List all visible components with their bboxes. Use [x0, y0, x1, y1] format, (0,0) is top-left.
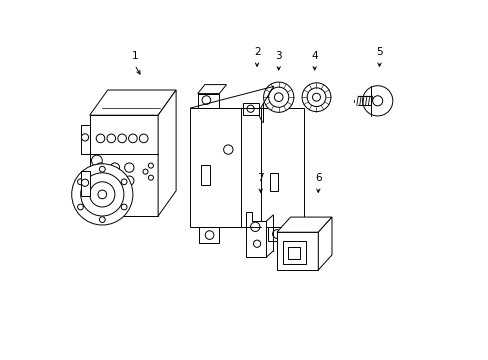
- Circle shape: [274, 93, 283, 102]
- Text: 1: 1: [131, 51, 138, 61]
- Circle shape: [202, 96, 210, 104]
- Circle shape: [96, 134, 104, 143]
- Circle shape: [362, 86, 392, 116]
- Text: 6: 6: [314, 173, 321, 183]
- Bar: [190, 108, 241, 227]
- Circle shape: [96, 163, 105, 172]
- Circle shape: [81, 134, 88, 141]
- Circle shape: [99, 166, 105, 172]
- Circle shape: [96, 176, 105, 185]
- Circle shape: [89, 182, 115, 207]
- Circle shape: [121, 204, 127, 210]
- Bar: [283, 241, 305, 264]
- Circle shape: [124, 176, 134, 185]
- Polygon shape: [81, 125, 89, 153]
- Circle shape: [78, 204, 83, 210]
- Text: 7: 7: [257, 173, 264, 183]
- Polygon shape: [89, 90, 176, 115]
- Circle shape: [268, 87, 288, 107]
- Circle shape: [272, 230, 281, 238]
- Bar: [89, 115, 158, 216]
- Bar: [267, 227, 285, 241]
- Circle shape: [139, 134, 148, 143]
- Circle shape: [72, 164, 133, 225]
- Circle shape: [91, 155, 102, 166]
- Circle shape: [263, 82, 293, 112]
- Circle shape: [246, 105, 254, 112]
- Bar: [197, 94, 219, 108]
- Polygon shape: [246, 212, 265, 257]
- Bar: [276, 232, 318, 270]
- Circle shape: [92, 169, 101, 178]
- Circle shape: [107, 134, 115, 143]
- Circle shape: [121, 179, 127, 185]
- Circle shape: [98, 190, 106, 199]
- Circle shape: [78, 179, 83, 185]
- Bar: [201, 166, 210, 185]
- Circle shape: [128, 134, 137, 143]
- Circle shape: [142, 169, 148, 174]
- Circle shape: [148, 163, 153, 168]
- Bar: [287, 247, 300, 259]
- Circle shape: [250, 222, 260, 231]
- Text: 4: 4: [311, 51, 317, 61]
- Bar: [199, 227, 219, 243]
- Circle shape: [312, 93, 320, 101]
- Circle shape: [81, 173, 123, 216]
- Polygon shape: [81, 171, 89, 196]
- Bar: [242, 103, 258, 115]
- Polygon shape: [276, 217, 331, 232]
- Text: 2: 2: [253, 47, 260, 57]
- Circle shape: [99, 217, 105, 222]
- Circle shape: [223, 145, 232, 154]
- Circle shape: [372, 96, 382, 106]
- Circle shape: [93, 182, 101, 189]
- Text: 5: 5: [375, 47, 382, 57]
- Circle shape: [110, 163, 120, 172]
- Circle shape: [253, 240, 260, 247]
- Bar: [260, 108, 303, 227]
- Polygon shape: [158, 90, 176, 216]
- Circle shape: [302, 83, 330, 112]
- Circle shape: [148, 175, 153, 180]
- Circle shape: [110, 176, 120, 185]
- Polygon shape: [318, 217, 331, 270]
- Circle shape: [118, 134, 126, 143]
- Bar: [269, 173, 277, 191]
- Circle shape: [81, 179, 88, 186]
- Circle shape: [205, 231, 213, 239]
- Circle shape: [306, 88, 325, 107]
- Text: 3: 3: [275, 51, 282, 61]
- Polygon shape: [197, 85, 226, 94]
- Circle shape: [124, 163, 134, 172]
